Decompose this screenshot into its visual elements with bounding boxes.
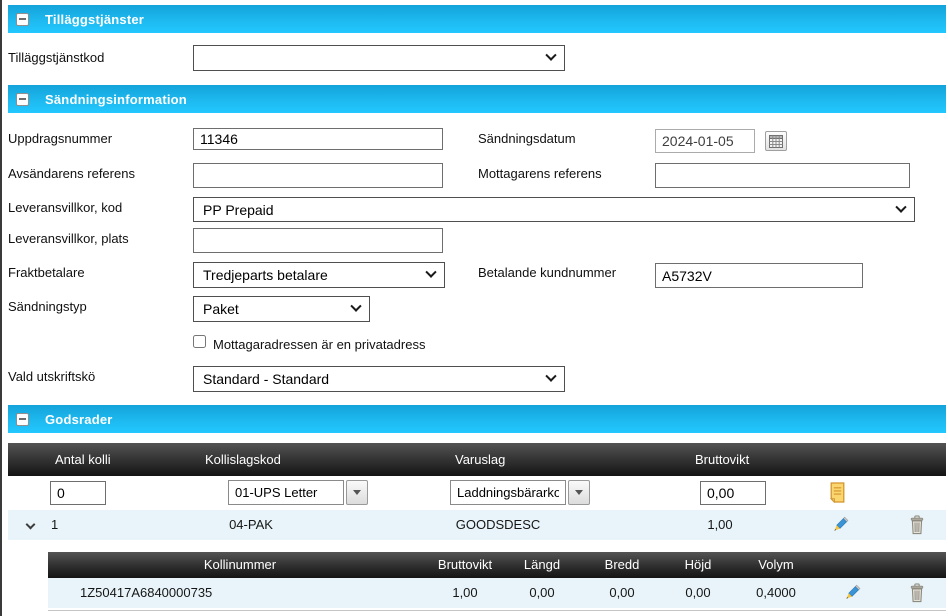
pencil-icon <box>834 516 849 531</box>
collapse-minus-icon[interactable] <box>16 412 29 426</box>
delete-row-button[interactable] <box>909 515 925 546</box>
section-header-godsrader[interactable]: Godsrader <box>8 405 946 433</box>
bruttovikt-input[interactable] <box>700 481 766 505</box>
cell-bruttovikt: 1,00 <box>707 517 733 532</box>
select-value: Tredjeparts betalare <box>203 267 328 283</box>
package-row: 1Z50417A6840000735 1,00 0,00 0,00 0,00 0… <box>48 578 946 608</box>
goods-table-header: Antal kolli Kollislagskod Varuslag Brutt… <box>8 443 946 476</box>
avsandarens-referens-label: Avsändarens referens <box>8 166 135 181</box>
column-header-bredd: Bredd <box>604 557 640 572</box>
vald-utskriftsko-select[interactable]: Standard - Standard <box>193 366 565 392</box>
section-header-sandningsinformation[interactable]: Sändningsinformation <box>8 85 946 113</box>
sandningstyp-label: Sändningstyp <box>8 299 87 314</box>
triangle-down-icon <box>353 490 361 495</box>
uppdragsnummer-label: Uppdragsnummer <box>8 131 113 146</box>
privatadress-checkbox-label: Mottagaradressen är en privatadress <box>213 337 426 352</box>
note-icon <box>829 482 845 504</box>
chevron-down-icon <box>545 49 557 61</box>
cell-kollislagskod: 04-PAK <box>229 517 273 532</box>
bottom-divider <box>48 610 946 611</box>
delete-package-button[interactable] <box>909 583 925 614</box>
mottagarens-referens-field[interactable] <box>655 163 910 188</box>
cell-volym: 0,4000 <box>756 585 796 600</box>
package-table-header: Kollinummer Bruttovikt Längd Bredd Höjd … <box>48 552 946 578</box>
cell-langd: 0,00 <box>529 585 555 600</box>
sandningstyp-select[interactable]: Paket <box>193 296 370 322</box>
privatadress-checkbox[interactable] <box>193 335 206 348</box>
kollislagskod-combobox[interactable] <box>228 480 368 505</box>
tillaggstjanstkod-select[interactable] <box>193 45 565 71</box>
column-header-langd: Längd <box>523 557 561 572</box>
trash-icon <box>910 515 924 535</box>
column-header-bruttovikt: Bruttovikt <box>437 557 493 572</box>
antal-kolli-input[interactable] <box>50 481 106 505</box>
page-left-border <box>0 0 2 616</box>
sandningsdatum-label: Sändningsdatum <box>478 131 576 146</box>
avsandarens-referens-field[interactable] <box>193 163 443 188</box>
pencil-icon <box>846 584 861 599</box>
column-header-bruttovikt: Bruttovikt <box>695 452 750 467</box>
cell-varuslag: GOODSDESC <box>455 517 541 532</box>
row-expander-chevron-icon[interactable] <box>25 519 36 530</box>
sandningsdatum-field[interactable] <box>655 129 755 153</box>
section-title: Godsrader <box>45 411 113 427</box>
betalande-kundnummer-label: Betalande kundnummer <box>478 265 617 280</box>
fraktbetalare-select[interactable]: Tredjeparts betalare <box>193 262 445 288</box>
cell-antal-kolli: 1 <box>51 517 59 532</box>
collapse-minus-icon[interactable] <box>16 92 29 106</box>
column-header-hojd: Höjd <box>684 557 712 572</box>
cell-hojd: 0,00 <box>685 585 711 600</box>
cell-bruttovikt: 1,00 <box>452 585 478 600</box>
edit-package-button[interactable] <box>842 583 862 614</box>
cell-kollinummer: 1Z50417A6840000735 <box>80 585 213 600</box>
goods-row: 1 04-PAK GOODSDESC 1,00 <box>8 510 946 540</box>
column-header-kollislagskod: Kollislagskod <box>205 452 281 467</box>
combobox-dropdown-button[interactable] <box>346 480 368 505</box>
chevron-down-icon <box>895 201 907 213</box>
tillaggstjanstkod-label: Tilläggstjänstkod <box>8 50 105 65</box>
varuslag-combobox[interactable] <box>450 480 590 505</box>
trash-icon <box>910 583 924 603</box>
leveransvillkor-kod-label: Leveransvillkor, kod <box>8 200 123 215</box>
column-header-volym: Volym <box>758 557 794 572</box>
collapse-minus-icon[interactable] <box>16 12 29 26</box>
combobox-dropdown-button[interactable] <box>568 480 590 505</box>
vald-utskriftsko-label: Vald utskriftskö <box>8 369 96 384</box>
column-header-antal-kolli: Antal kolli <box>55 452 111 467</box>
mottagarens-referens-label: Mottagarens referens <box>478 166 602 181</box>
betalande-kundnummer-field[interactable] <box>655 263 863 288</box>
fraktbetalare-label: Fraktbetalare <box>8 265 85 280</box>
leveransvillkor-kod-select[interactable]: PP Prepaid <box>193 197 915 222</box>
section-title: Sändningsinformation <box>45 91 187 107</box>
select-value: Standard - Standard <box>203 371 330 387</box>
calendar-icon <box>769 134 783 148</box>
column-header-varuslag: Varuslag <box>455 452 506 467</box>
chevron-down-icon <box>425 266 437 278</box>
edit-row-button[interactable] <box>830 515 850 546</box>
column-header-kollinummer: Kollinummer <box>203 557 277 572</box>
select-value: PP Prepaid <box>203 201 274 218</box>
select-value: Paket <box>203 301 239 317</box>
section-header-tillaggstjanster[interactable]: Tilläggstjänster <box>8 5 946 33</box>
section-title: Tilläggstjänster <box>45 11 145 27</box>
leveransvillkor-plats-field[interactable] <box>193 228 443 253</box>
kollislagskod-input[interactable] <box>228 480 344 505</box>
add-note-button[interactable] <box>829 482 846 506</box>
chevron-down-icon <box>350 300 362 312</box>
triangle-down-icon <box>575 490 583 495</box>
varuslag-input[interactable] <box>450 480 566 505</box>
uppdragsnummer-field[interactable] <box>193 128 443 150</box>
cell-bredd: 0,00 <box>609 585 635 600</box>
goods-new-row <box>8 476 946 510</box>
chevron-down-icon <box>545 370 557 382</box>
calendar-picker-button[interactable] <box>765 131 787 151</box>
leveransvillkor-plats-label: Leveransvillkor, plats <box>8 231 129 246</box>
